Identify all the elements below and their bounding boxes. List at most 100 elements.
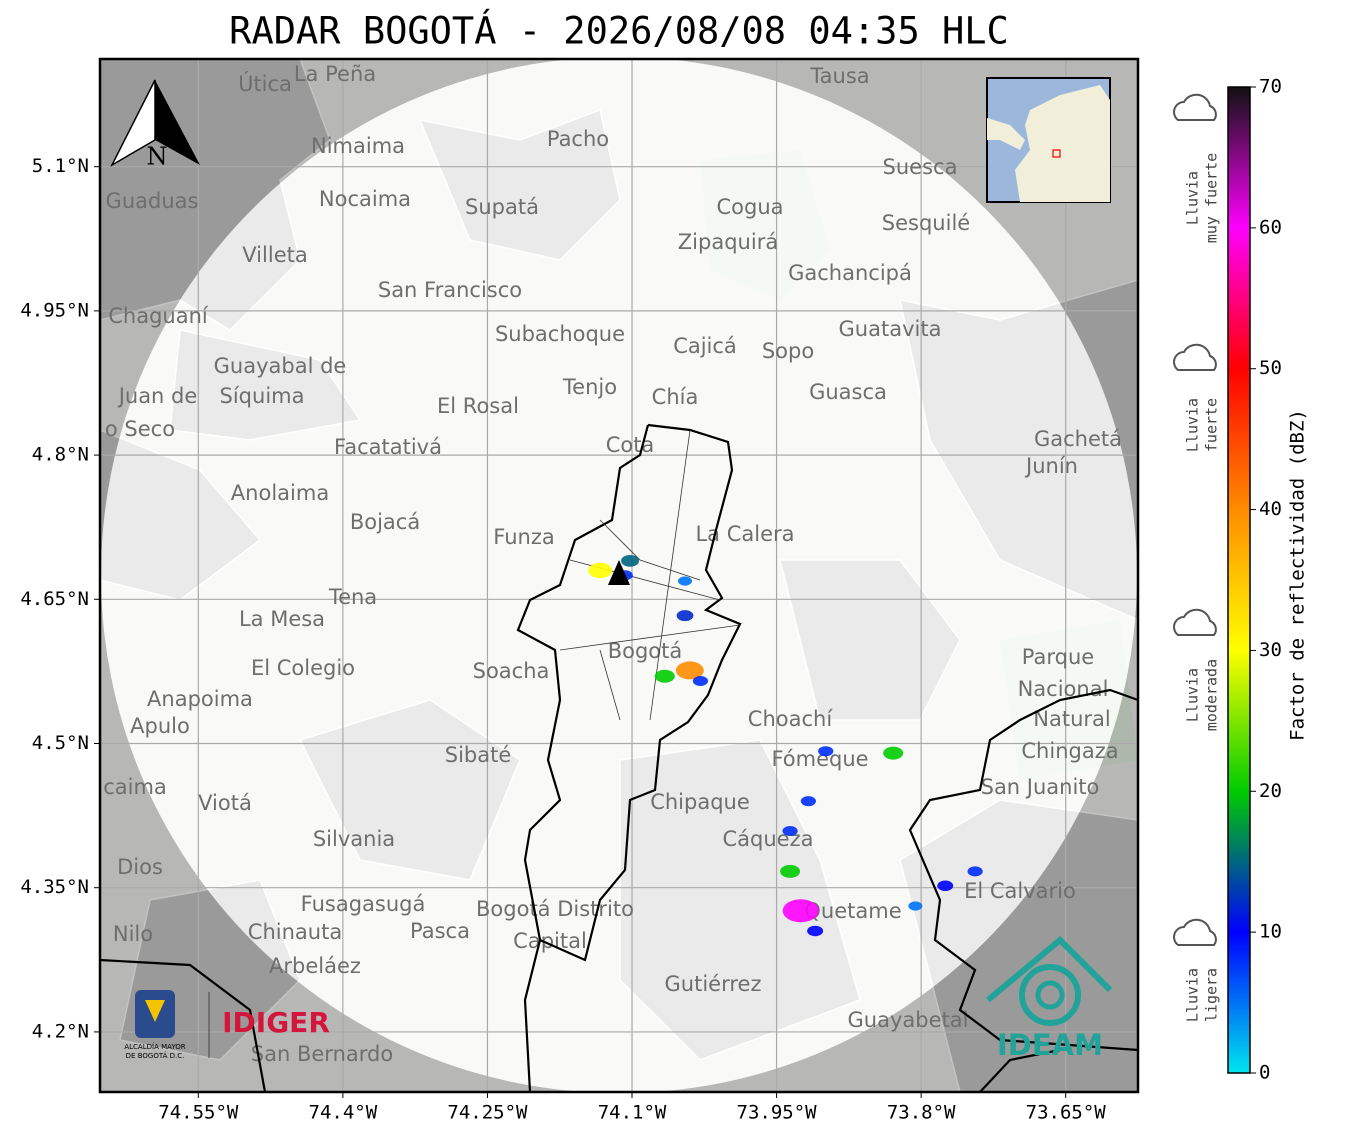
cloud-icon [1173, 343, 1217, 371]
intensity-label: muy fuerte [1203, 153, 1221, 243]
place-label: Chía [652, 385, 699, 409]
place-label: Cogua [716, 195, 783, 219]
place-label: La Calera [695, 522, 794, 546]
colorbar-label: Factor de reflectividad (dBZ) [1287, 409, 1309, 741]
place-label: Cajicá [673, 334, 737, 358]
place-label: San Bernardo [251, 1042, 393, 1066]
echo [967, 866, 983, 877]
place-label: Chinauta [248, 920, 342, 944]
place-label: Cáqueza [723, 827, 814, 851]
place-label: El Calvario [964, 879, 1076, 903]
alcaldia-line1: ALCALDÍA MAYOR [124, 1042, 185, 1051]
place-label: Nocaima [319, 187, 411, 211]
place-label: Soacha [473, 659, 550, 683]
place-label: Zipaquirá [678, 230, 778, 254]
echo [782, 899, 819, 923]
place-label: Facatativá [334, 435, 442, 459]
place-label: Choachí [748, 707, 834, 731]
colorbar-tick-label: 60 [1259, 216, 1282, 238]
intensity-label: Lluvia [1184, 398, 1202, 452]
map-frame [98, 57, 1140, 1094]
colorbar-tick-label: 0 [1259, 1062, 1270, 1084]
x-tick-label: 73.8°W [887, 1102, 956, 1124]
place-label: Sesquilé [882, 211, 970, 235]
place-label: Guayabetal [848, 1008, 969, 1032]
place-label: Nacional [1018, 677, 1109, 701]
place-label: San Francisco [378, 278, 522, 302]
echo [621, 554, 640, 567]
cloud-icon [1173, 93, 1217, 121]
axes: 74.55°W 74.4°W 74.25°W 74.1°W 73.95°W 73.8°W 7… [20, 155, 1106, 1123]
place-label: Funza [493, 525, 554, 549]
echo [588, 562, 613, 579]
place-label: Chingaza [1021, 739, 1118, 763]
echo [676, 610, 694, 622]
place-label: Guatavita [839, 317, 942, 341]
place-label: Chaguaní [108, 304, 209, 328]
place-label: Nimaima [311, 134, 405, 158]
alcaldia-line2: DE BOGOTÁ D.C. [126, 1051, 185, 1060]
intensity-label: Lluvia [1184, 171, 1202, 225]
y-tick-label: 4.2°N [32, 1020, 89, 1042]
y-tick-label: 4.65°N [20, 588, 89, 610]
place-label: Sibaté [445, 743, 512, 767]
localities [559, 429, 741, 721]
intensity-label: Lluvia [1184, 668, 1202, 722]
place-label: Cota [606, 433, 655, 457]
colorbar-tick-label: 20 [1259, 780, 1282, 802]
place-label: Tenjo [562, 375, 617, 399]
place-label: caima [103, 775, 167, 799]
place-label: Parque [1022, 645, 1094, 669]
cloud-icon [1173, 608, 1217, 636]
x-tick-label: 74.4°W [309, 1102, 378, 1124]
intensity-label: moderada [1203, 659, 1221, 731]
cloud-icon [1173, 918, 1217, 946]
place-label: Juan de [117, 384, 198, 408]
colorbar-ramp [1227, 86, 1251, 1074]
place-label: Junín [1024, 454, 1078, 478]
x-tick-label: 74.25°W [447, 1102, 528, 1124]
colorbar-tick-label: 70 [1259, 76, 1282, 98]
intensity-label: Lluvia [1184, 968, 1202, 1022]
intensity-label: ligera [1203, 968, 1221, 1022]
place-label: San Juanito [981, 775, 1100, 799]
echo [654, 669, 675, 683]
place-label: Supatá [465, 195, 539, 219]
echo [800, 796, 816, 807]
place-label: El Rosal [437, 394, 519, 418]
echo [937, 880, 954, 892]
place-label: Gachetá [1034, 427, 1122, 451]
place-label: Villeta [242, 243, 307, 267]
echo [692, 676, 709, 687]
place-label: Tena [328, 585, 377, 609]
place-label: La Mesa [239, 607, 325, 631]
north-label: N [147, 143, 168, 171]
place-label: o Seco [105, 417, 175, 441]
boundaries [100, 423, 1138, 1092]
colorbar: Factor de reflectividad (dBZ) 0 10 20 30 40 5… [1227, 76, 1309, 1084]
place-label: Útica [238, 71, 292, 96]
place-label: Capital [513, 929, 587, 953]
place-label: Dios [117, 855, 163, 879]
y-tick-label: 4.5°N [32, 732, 89, 754]
place-label: Nilo [113, 922, 153, 946]
place-label: El Colegio [251, 656, 355, 680]
place-label: Guaduas [106, 189, 199, 213]
place-label: Gachancipá [788, 261, 912, 285]
place-label: Quetame [804, 899, 901, 923]
echo [908, 901, 923, 911]
colorbar-tick-label: 50 [1259, 357, 1282, 379]
idiger-logo: IDIGER [222, 1006, 330, 1039]
y-tick-label: 4.95°N [20, 299, 89, 321]
echoes [588, 554, 983, 937]
place-label: Bogotá [608, 639, 683, 663]
place-label: Chipaque [650, 790, 750, 814]
y-tick-label: 4.8°N [32, 444, 89, 466]
x-tick-label: 73.95°W [737, 1102, 818, 1124]
place-label: Síquima [220, 384, 305, 408]
colorbar-tick-label: 30 [1259, 639, 1282, 661]
place-label: Subachoque [495, 322, 625, 346]
place-label: Suesca [883, 155, 958, 179]
